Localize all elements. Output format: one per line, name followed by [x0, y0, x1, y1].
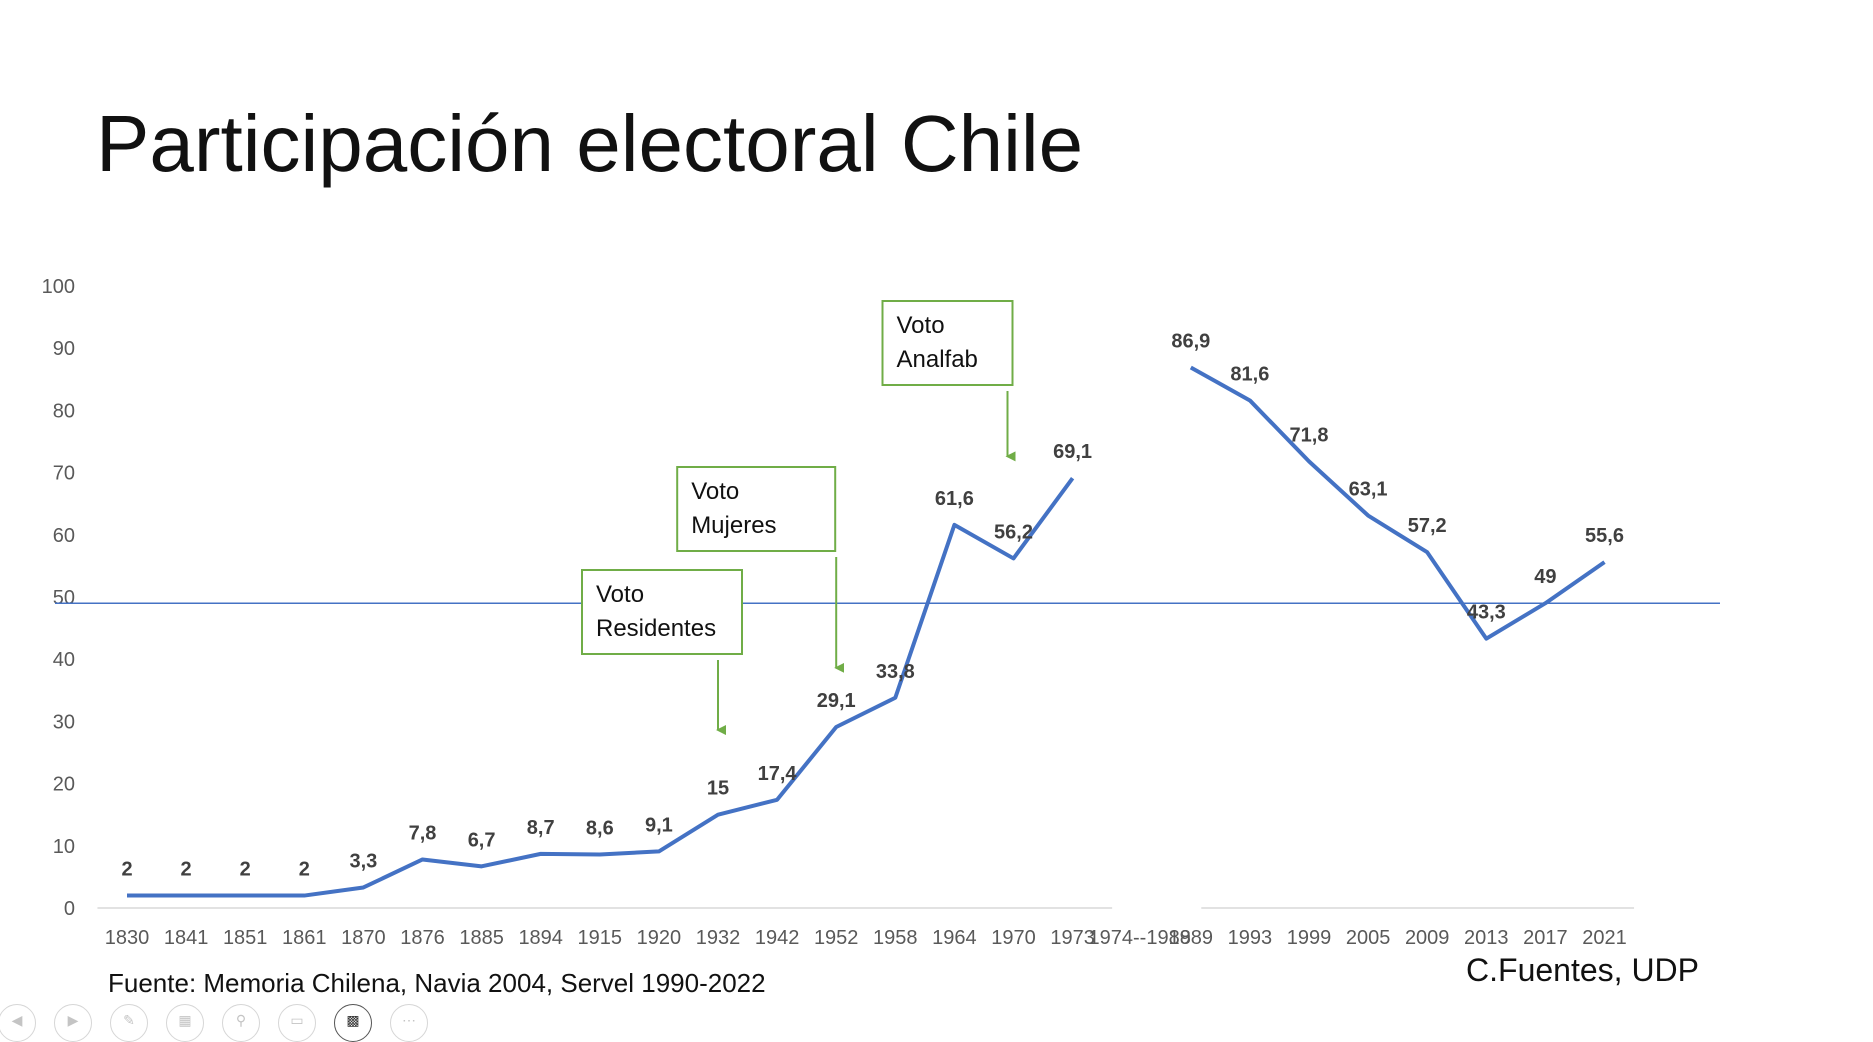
data-label: 81,6 [1230, 363, 1269, 385]
y-tick-label: 0 [64, 898, 75, 920]
y-tick-label: 20 [53, 774, 75, 796]
annotation-text: Voto [596, 581, 644, 608]
x-tick-label: 1920 [637, 927, 682, 949]
x-tick-label: 1830 [105, 927, 150, 949]
pen-icon[interactable]: ✎ [110, 1004, 148, 1042]
slides-icon[interactable]: ▦ [166, 1004, 204, 1042]
x-tick-label: 1999 [1287, 927, 1332, 949]
author-credit: C.Fuentes, UDP [1466, 952, 1699, 988]
y-tick-label: 10 [53, 836, 75, 858]
line-chart: 0 10 20 30 40 50 60 70 80 90 100 1830 1841 1851 1861 18… [42, 276, 1720, 949]
data-label: 86,9 [1171, 330, 1210, 352]
series-line [127, 477, 1075, 898]
y-tick-label: 80 [53, 400, 75, 422]
data-label: 9,1 [645, 814, 673, 836]
x-tick-label: 2021 [1582, 927, 1627, 949]
x-tick-label: 1851 [223, 927, 268, 949]
x-tick-label: 1841 [164, 927, 209, 949]
x-tick-label: 1958 [873, 927, 918, 949]
data-label: 63,1 [1349, 479, 1388, 501]
x-tick-label: 2009 [1405, 927, 1450, 949]
data-label: 49 [1534, 566, 1556, 588]
x-tick-label: 2005 [1346, 927, 1391, 949]
data-label: 61,6 [935, 488, 974, 510]
subtitles-icon[interactable]: ▭ [278, 1004, 316, 1042]
x-tick-label: 1973 [1050, 927, 1095, 949]
x-tick-label: 1993 [1228, 927, 1273, 949]
x-tick-label: 1861 [282, 927, 327, 949]
annotation-box [676, 466, 837, 552]
data-label: 43,3 [1467, 602, 1506, 624]
annotation-text: Mujeres [691, 512, 776, 539]
data-label: 7,8 [409, 822, 437, 844]
data-label: 2 [299, 859, 310, 881]
data-label: 15 [707, 778, 729, 800]
data-label: 3,3 [349, 850, 377, 872]
data-label: 17,4 [758, 763, 798, 785]
y-tick-label: 70 [53, 463, 75, 485]
presenter-toolbar: ◀ ▶ ✎ ▦ ⚲ ▭ ▩ ⋯ [0, 1004, 460, 1042]
back-icon[interactable]: ◀ [0, 1004, 36, 1042]
y-tick-label: 30 [53, 711, 75, 733]
x-tick-label: 2017 [1523, 927, 1568, 949]
data-label: 2 [181, 859, 192, 881]
x-tick-label: 1915 [578, 927, 623, 949]
y-tick-label: 90 [53, 338, 75, 360]
data-label: 71,8 [1290, 424, 1329, 446]
series-line [1189, 365, 1606, 641]
annotation-box [881, 300, 1014, 386]
x-tick-label: 1974--1988 [1089, 927, 1191, 949]
data-label: 6,7 [468, 829, 496, 851]
y-tick-label: 50 [53, 587, 75, 609]
data-label: 69,1 [1053, 441, 1092, 463]
x-tick-label: 2013 [1464, 927, 1509, 949]
zoom-icon[interactable]: ⚲ [222, 1004, 260, 1042]
x-tick-label: 1952 [814, 927, 859, 949]
x-tick-label: 1932 [696, 927, 741, 949]
slide-title: Participación electoral Chile [96, 99, 1084, 188]
data-label: 2 [121, 859, 132, 881]
data-label: 29,1 [817, 690, 856, 712]
annotation-text: Voto [691, 478, 739, 505]
data-label: 8,6 [586, 818, 614, 840]
x-tick-label: 1876 [400, 927, 445, 949]
data-label: 55,6 [1585, 525, 1624, 547]
forward-icon[interactable]: ▶ [54, 1004, 92, 1042]
data-label: 33,8 [876, 661, 915, 683]
x-tick-label: 1885 [459, 927, 504, 949]
more-icon[interactable]: ⋯ [390, 1004, 428, 1042]
camera-icon[interactable]: ▩ [334, 1004, 372, 1042]
annotation-text: Residentes [596, 615, 716, 642]
x-tick-label: 1870 [341, 927, 386, 949]
y-tick-label: 40 [53, 649, 75, 671]
y-tick-label: 60 [53, 525, 75, 547]
x-tick-label: 1964 [932, 927, 977, 949]
x-tick-label: 1989 [1169, 927, 1214, 949]
source-note: Fuente: Memoria Chilena, Navia 2004, Ser… [108, 968, 766, 998]
data-label: 8,7 [527, 817, 555, 839]
annotation-text: Analfab [897, 346, 978, 373]
x-tick-label: 1970 [991, 927, 1036, 949]
annotation-text: Voto [897, 312, 945, 339]
x-tick-label: 1942 [755, 927, 800, 949]
data-label: 56,2 [994, 521, 1033, 543]
x-tick-label: 1894 [518, 927, 563, 949]
annotation-box [581, 569, 743, 655]
data-label: 57,2 [1408, 515, 1447, 537]
data-label: 2 [240, 859, 251, 881]
y-tick-label: 100 [42, 276, 75, 298]
